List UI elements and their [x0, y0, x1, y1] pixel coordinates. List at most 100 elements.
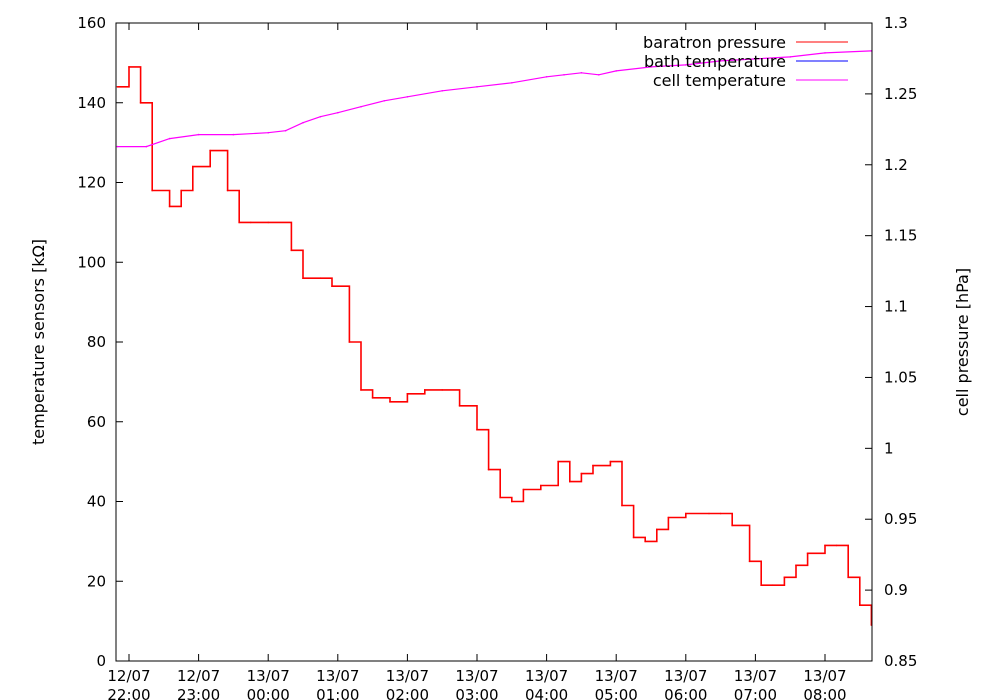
data-point-cell-temperature-4 — [232, 133, 235, 136]
right-tick-label-1-3: 1.3 — [884, 14, 908, 32]
data-point-baratron-pressure-32 — [580, 472, 583, 475]
data-point-cell-temperature-20 — [615, 70, 617, 72]
left-tick-labels: 0 20 40 60 80 100 120 140 160 — [77, 14, 106, 670]
data-point-baratron-pressure-46 — [772, 584, 774, 586]
data-point-baratron-pressure-12 — [290, 249, 293, 252]
left-tick-label-80: 80 — [87, 333, 106, 351]
data-point-baratron-pressure-10 — [250, 221, 252, 224]
x-tick-time-02-00: 02:00 — [386, 686, 429, 700]
data-point-baratron-pressure-23 — [458, 405, 461, 407]
x-tick-date-13-07: 13/07 — [455, 667, 498, 685]
data-point-cell-temperature-22 — [685, 64, 687, 66]
data-point-baratron-pressure-9 — [238, 221, 240, 224]
x-tick-date-13-07: 13/07 — [386, 667, 429, 685]
data-point-cell-temperature-15 — [511, 82, 513, 84]
data-point-baratron-pressure-7 — [209, 149, 211, 152]
data-point-baratron-pressure-52 — [847, 576, 849, 579]
data-point-baratron-pressure-29 — [540, 484, 542, 487]
data-point-cell-temperature-0 — [116, 145, 119, 148]
data-point-cell-temperature-25 — [789, 56, 791, 58]
x-tick-date-13-07: 13/07 — [664, 667, 707, 685]
right-tick-label-1-1: 1.1 — [884, 298, 908, 316]
right-tick-label-1: 1 — [884, 439, 894, 457]
data-point-cell-temperature-26 — [824, 52, 826, 54]
left-tick-label-160: 160 — [77, 14, 106, 32]
x-tick-time-04-00: 04:00 — [525, 686, 568, 700]
data-point-baratron-pressure-34 — [609, 460, 612, 463]
left-tick-label-40: 40 — [87, 493, 106, 511]
legend-label-baratron-pressure: baratron pressure — [643, 33, 786, 52]
data-point-baratron-pressure-53 — [859, 604, 861, 606]
data-point-cell-temperature-3 — [197, 133, 200, 136]
data-point-baratron-pressure-2 — [139, 102, 142, 104]
data-point-baratron-pressure-50 — [824, 544, 826, 547]
data-point-baratron-pressure-47 — [783, 576, 786, 579]
x-tick-time-22-00: 22:00 — [107, 686, 150, 700]
x-tick-date-13-07: 13/07 — [316, 667, 359, 685]
data-point-cell-temperature-21 — [650, 66, 652, 68]
series-line-cell-temperature — [117, 50, 872, 148]
data-point-cell-temperature-2 — [168, 137, 171, 140]
data-point-baratron-pressure-49 — [806, 552, 809, 555]
data-point-cell-temperature-12 — [406, 96, 409, 98]
legend-label-cell-temperature: cell temperature — [653, 71, 786, 90]
left-tick-label-100: 100 — [77, 253, 106, 271]
data-point-cell-temperature-13 — [441, 90, 444, 92]
data-point-cell-temperature-9 — [337, 111, 339, 114]
left-axis-title: temperature sensors [kΩ] — [29, 239, 48, 445]
legend: baratron pressure bath temperature cell … — [643, 33, 848, 90]
right-tick-label-0-95: 0.95 — [884, 510, 917, 528]
x-tick-labels: 12/0722:0012/0723:0013/0700:0013/0701:00… — [107, 667, 846, 700]
data-point-baratron-pressure-22 — [441, 389, 444, 391]
right-tick-label-0-85: 0.85 — [884, 652, 917, 670]
x-tick-date-13-07: 13/07 — [803, 667, 846, 685]
right-tick-labels: 0.85 0.9 0.95 1 1.05 1.1 1.15 1.2 1.25 1.3 — [884, 14, 917, 670]
data-point-baratron-pressure-6 — [192, 165, 194, 168]
right-tick-label-1-05: 1.05 — [884, 368, 917, 386]
x-tick-time-07-00: 07:00 — [734, 686, 777, 700]
legend-label-bath-temperature: bath temperature — [644, 52, 786, 71]
data-point-baratron-pressure-8 — [226, 189, 229, 192]
x-tick-time-06-00: 06:00 — [664, 686, 707, 700]
data-point-baratron-pressure-19 — [389, 401, 391, 403]
data-point-baratron-pressure-28 — [522, 488, 525, 491]
data-point-baratron-pressure-18 — [371, 397, 374, 399]
data-point-baratron-pressure-20 — [406, 393, 409, 395]
x-tick-time-23-00: 23:00 — [177, 686, 220, 700]
x-tick-date-12-07: 12/07 — [177, 667, 220, 685]
data-point-baratron-pressure-0 — [116, 86, 119, 88]
data-point-baratron-pressure-1 — [128, 66, 130, 68]
data-point-baratron-pressure-4 — [168, 205, 171, 208]
right-tick-label-0-9: 0.9 — [884, 581, 908, 599]
data-point-baratron-pressure-40 — [685, 512, 687, 515]
data-point-baratron-pressure-45 — [760, 584, 762, 586]
data-point-baratron-pressure-25 — [487, 468, 490, 471]
data-point-cell-temperature-16 — [545, 76, 548, 78]
plot-frame — [115, 22, 873, 662]
data-point-baratron-pressure-21 — [424, 389, 426, 391]
data-point-baratron-pressure-44 — [748, 560, 751, 563]
data-point-baratron-pressure-41 — [708, 512, 710, 515]
series-layer — [116, 50, 873, 626]
x-tick-date-12-07: 12/07 — [107, 667, 150, 685]
right-tick-label-1-25: 1.25 — [884, 85, 917, 103]
data-point-cell-temperature-23 — [719, 60, 722, 62]
data-point-cell-temperature-11 — [383, 100, 386, 102]
data-point-cell-temperature-14 — [476, 86, 478, 88]
data-point-cell-temperature-10 — [360, 105, 362, 108]
left-tick-label-140: 140 — [77, 94, 106, 112]
data-point-baratron-pressure-16 — [348, 341, 351, 343]
data-point-baratron-pressure-39 — [667, 516, 670, 519]
right-tick-label-1-15: 1.15 — [884, 227, 917, 245]
data-point-baratron-pressure-11 — [267, 221, 270, 224]
x-tick-time-05-00: 05:00 — [595, 686, 638, 700]
data-point-baratron-pressure-48 — [795, 564, 797, 567]
data-point-baratron-pressure-17 — [360, 389, 362, 391]
left-tick-label-120: 120 — [77, 174, 106, 192]
data-point-baratron-pressure-31 — [569, 480, 571, 483]
x-tick-date-13-07: 13/07 — [247, 667, 290, 685]
axis-ticks — [116, 22, 872, 662]
series-line-baratron-pressure — [117, 66, 873, 626]
right-tick-label-1-2: 1.2 — [884, 156, 908, 174]
